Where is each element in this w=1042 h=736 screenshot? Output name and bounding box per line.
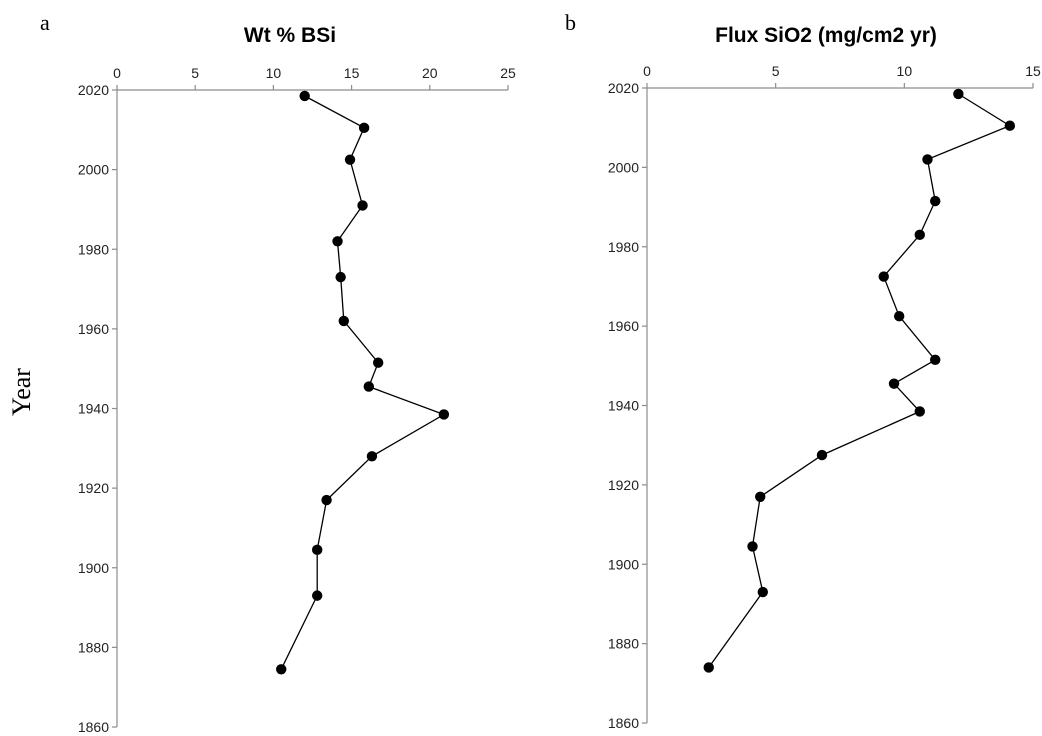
panel-b-axes: 0 5 10 15 2020 2000 1980 1960 1940 1920 1900 1880 18… bbox=[608, 63, 1041, 731]
panel-a-series-line bbox=[280, 95, 446, 670]
panel-a-x-tick-label: 10 bbox=[266, 65, 282, 81]
panel-a-data-point bbox=[358, 122, 370, 134]
panel-a-x-tick-label: 25 bbox=[500, 65, 516, 81]
panel-a-y-tick-label: 1920 bbox=[78, 480, 109, 496]
panel-b-letter: b bbox=[565, 10, 576, 35]
panel-a-data-point bbox=[344, 154, 356, 165]
panel-a-data-point bbox=[338, 315, 349, 327]
panel-b-y-tick-label: 1900 bbox=[608, 556, 639, 572]
panel-b-data-point bbox=[930, 195, 941, 207]
panel-b-data-point bbox=[914, 406, 925, 417]
panel-a-y-tick-label: 2000 bbox=[78, 162, 109, 178]
panel-a-data-point bbox=[438, 409, 450, 420]
panel-b-marks bbox=[703, 88, 1016, 673]
panel-a-data-point bbox=[332, 236, 343, 247]
panel-b-data-point bbox=[1004, 120, 1016, 131]
panel-b: b Flux SiO2 (mg/cm2 yr) 0 5 10 15 2020 2000 19… bbox=[565, 10, 1041, 731]
panel-b-series-line bbox=[708, 93, 1012, 668]
panel-b-y-tick-label: 1940 bbox=[608, 398, 639, 414]
panel-a-axes: 0 5 10 15 20 25 2020 2000 1980 1960 1940 1920 1900 18… bbox=[78, 65, 516, 735]
panel-b-y-tick-label: 1880 bbox=[608, 636, 639, 652]
panel-b-data-point bbox=[878, 271, 889, 282]
panel-b-data-point bbox=[953, 88, 964, 100]
panel-b-data-point bbox=[914, 229, 925, 241]
panel-a-data-point bbox=[311, 544, 323, 556]
panel-b-data-point bbox=[930, 354, 941, 366]
panel-a-data-point bbox=[321, 494, 332, 506]
panel-b-data-point bbox=[703, 662, 714, 673]
panel-b-data-point bbox=[922, 154, 933, 165]
panel-a-data-point bbox=[299, 90, 310, 102]
panel-a-title: Wt % BSi bbox=[244, 24, 336, 47]
panel-b-y-tick-label: 2000 bbox=[608, 159, 639, 175]
panel-a-y-tick-label: 1980 bbox=[78, 241, 109, 257]
panel-b-x-tick-label: 5 bbox=[772, 63, 780, 79]
panel-a-x-tick-label: 5 bbox=[191, 65, 199, 81]
panel-b-data-point bbox=[816, 449, 828, 461]
panel-a-data-point bbox=[335, 271, 346, 283]
panel-b-y-tick-label: 1860 bbox=[608, 715, 639, 731]
panel-a: a Wt % BSi Year 0 5 10 15 20 25 2020 2000 1980 19… bbox=[7, 10, 516, 735]
panel-b-data-point bbox=[747, 541, 758, 552]
panel-a-x-tick-label: 20 bbox=[422, 65, 438, 81]
panel-a-ylabel: Year bbox=[7, 368, 36, 416]
panel-b-x-tick-label: 15 bbox=[1025, 63, 1041, 79]
panel-a-y-tick-label: 1860 bbox=[78, 719, 109, 735]
panel-b-x-tick-label: 0 bbox=[643, 63, 651, 79]
panel-a-y-tick-label: 1880 bbox=[78, 639, 109, 655]
panel-a-x-tick-label: 0 bbox=[113, 65, 121, 81]
panel-a-data-point bbox=[357, 200, 368, 211]
panel-b-data-point bbox=[893, 311, 905, 322]
panel-b-data-point bbox=[757, 586, 768, 598]
panel-a-marks bbox=[276, 90, 450, 675]
panel-b-y-tick-label: 1980 bbox=[608, 239, 639, 255]
panel-a-y-tick-label: 1900 bbox=[78, 560, 109, 576]
panel-a-data-point bbox=[366, 451, 378, 462]
panel-b-data-point bbox=[755, 491, 766, 502]
panel-a-x-tick-label: 15 bbox=[344, 65, 360, 81]
panel-a-data-point bbox=[363, 381, 375, 392]
panel-b-y-tick-label: 2020 bbox=[608, 80, 639, 96]
panel-b-y-tick-label: 1920 bbox=[608, 477, 639, 493]
panel-a-data-point bbox=[311, 590, 323, 601]
panel-b-title: Flux SiO2 (mg/cm2 yr) bbox=[715, 24, 937, 47]
panel-b-data-point bbox=[888, 378, 900, 389]
panel-a-y-tick-label: 1960 bbox=[78, 321, 109, 337]
panel-a-data-point bbox=[276, 664, 287, 675]
panel-a-y-tick-label: 2020 bbox=[78, 82, 109, 98]
panel-a-data-point bbox=[372, 357, 384, 368]
panel-b-x-tick-label: 10 bbox=[897, 63, 913, 79]
panel-a-y-tick-label: 1940 bbox=[78, 401, 109, 417]
panel-b-y-tick-label: 1960 bbox=[608, 318, 639, 334]
panel-a-letter: a bbox=[40, 10, 50, 35]
